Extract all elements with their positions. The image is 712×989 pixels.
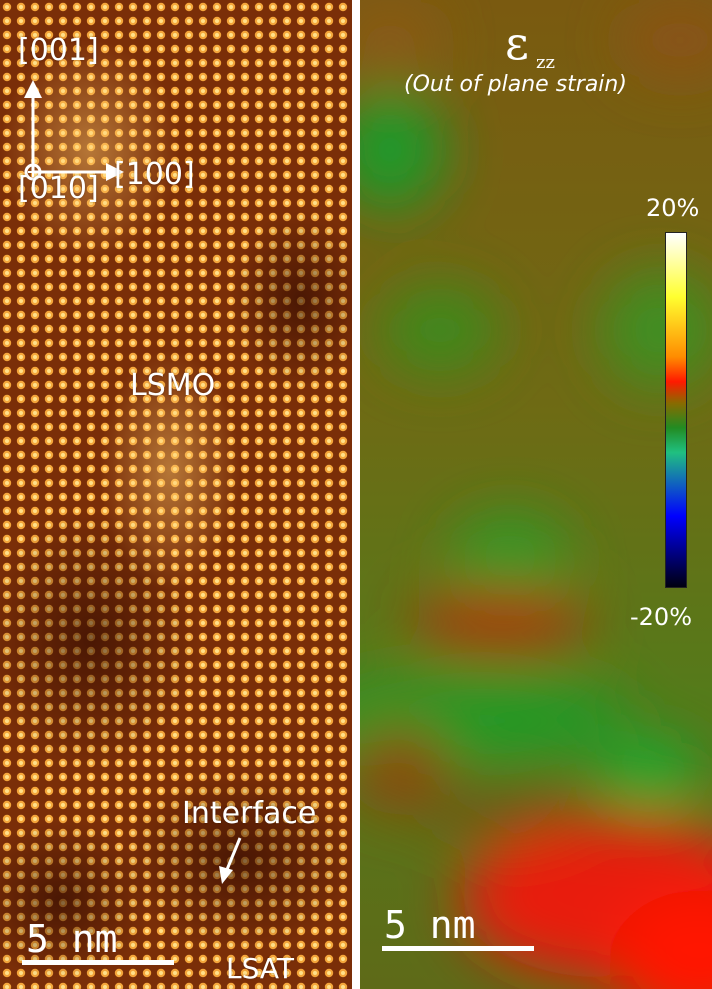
substrate-label: LSAT — [226, 952, 294, 985]
scale-bar-label-left: 5 nm — [26, 917, 118, 961]
interface-label: Interface — [182, 796, 317, 831]
interface-arrow-icon — [219, 837, 242, 884]
strain-description: (Out of plane strain) — [404, 72, 627, 97]
hrtem-image-panel: [001] [100] [010] LSMO Interface LSAT 5 … — [0, 0, 352, 989]
axis-010-label: [010] — [18, 171, 99, 206]
colorbar-max-label: 20% — [646, 194, 700, 222]
strain-symbol: ε — [505, 16, 529, 70]
strain-map-panel: ε zz (Out of plane strain) 20% -20% 5 nm — [360, 0, 712, 989]
strain-subscript: zz — [536, 52, 555, 73]
crystal-axes-icon — [24, 80, 124, 181]
hrtem-lattice-image — [0, 0, 352, 989]
film-label: LSMO — [130, 368, 216, 403]
axis-001-label: [001] — [18, 33, 99, 68]
colorbar-min-label: -20% — [630, 603, 693, 631]
strain-colorbar — [665, 232, 687, 588]
scale-bar-label-right: 5 nm — [384, 903, 476, 947]
scale-bar-left — [22, 960, 174, 965]
strain-map-image — [360, 0, 712, 989]
axis-100-label: [100] — [114, 157, 195, 192]
panel-divider — [352, 0, 360, 989]
scale-bar-right — [382, 946, 534, 951]
